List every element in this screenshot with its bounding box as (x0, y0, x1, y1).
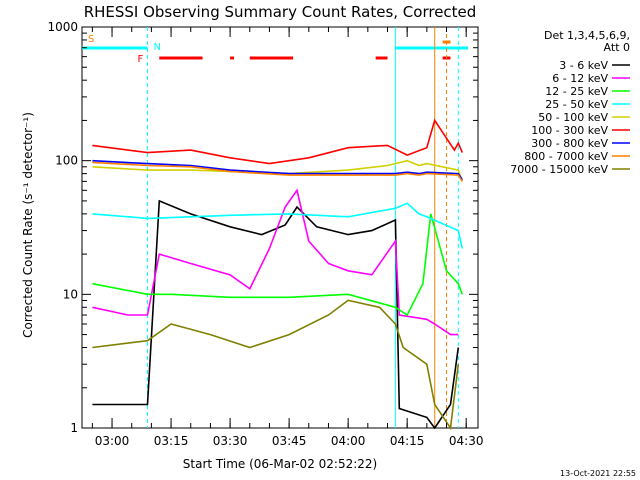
x-tick-label: 04:15 (390, 434, 425, 448)
y-tick-label: 1 (70, 421, 78, 435)
saa-label: S (88, 34, 94, 45)
plot-frame (81, 26, 479, 429)
flare-label: F (137, 54, 143, 65)
night-label: N (153, 42, 160, 53)
series-line-5 (92, 159, 464, 182)
series-line-3 (92, 213, 464, 317)
y-tick-label: 1000 (47, 20, 78, 34)
legend-entry-label: 100 - 300 keV (531, 124, 608, 137)
footer-date: 13-Oct-2021 22:55 (560, 469, 636, 478)
series-line-8 (92, 161, 463, 182)
legend-entry-label: 7000 - 15000 keV (510, 163, 608, 176)
series-line-6 (92, 118, 464, 165)
x-tick-label: 03:00 (95, 434, 130, 448)
x-tick-label: 04:00 (331, 434, 366, 448)
x-tick-label: 03:45 (272, 434, 307, 448)
y-tick-label: 10 (63, 287, 78, 301)
series-line-1 (92, 199, 460, 430)
legend-title-line-1: Det 1,3,4,5,6,9, (544, 29, 630, 42)
x-axis-label: Start Time (06-Mar-02 02:52:22) (183, 457, 377, 471)
legend-entry-label: 3 - 6 keV (559, 59, 608, 72)
plot-area: S NF 1 10 100 1000 03:00 03:15 03:30 03:45 04:00 04… (47, 20, 483, 448)
series-line-9 (92, 299, 460, 431)
y-axis-label: Corrected Count Rate (s⁻¹ detector⁻¹) (21, 112, 35, 338)
series-line-4 (92, 202, 464, 249)
legend-entry-label: 6 - 12 keV (552, 72, 608, 85)
legend-entry-label: 25 - 50 keV (545, 98, 608, 111)
legend-entry-label: 300 - 800 keV (531, 137, 608, 150)
legend-title-line-2: Att 0 (604, 41, 630, 54)
x-tick-label: 03:30 (213, 434, 248, 448)
y-tick-label: 100 (55, 154, 78, 168)
x-tick-label: 04:30 (449, 434, 484, 448)
legend-entry-label: 50 - 100 keV (538, 111, 608, 124)
chart-title: RHESSI Observing Summary Count Rates, Co… (84, 3, 477, 21)
x-tick-label: 03:15 (154, 434, 189, 448)
series-line-2 (92, 188, 459, 336)
legend-entry-label: 12 - 25 keV (545, 85, 608, 98)
legend-entry-label: 800 - 7000 keV (524, 150, 608, 163)
series-line-7 (92, 159, 463, 181)
